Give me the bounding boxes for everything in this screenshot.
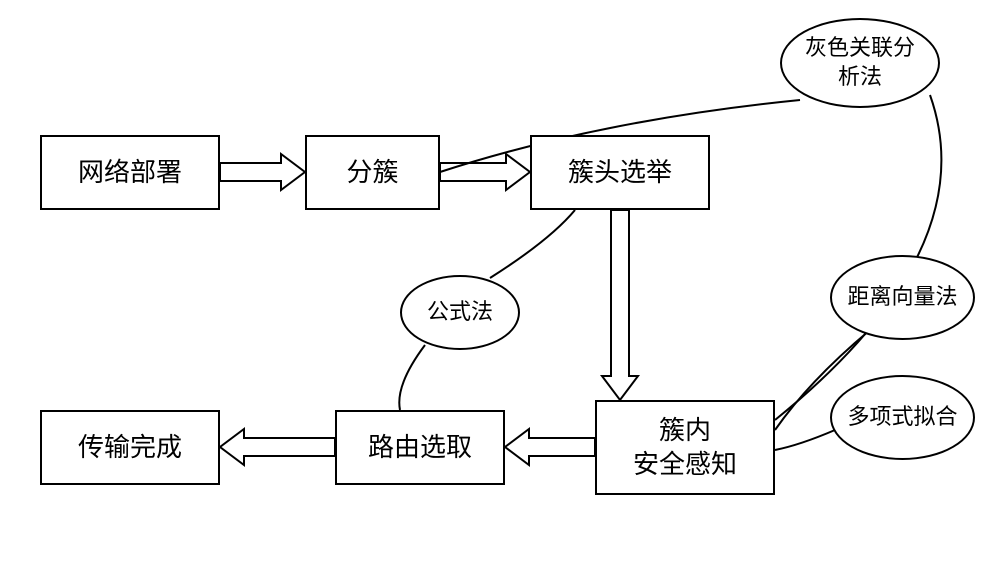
connector-curve (490, 210, 575, 278)
block-arrow (220, 154, 305, 190)
node-distance-vector-method: 距离向量法 (830, 255, 975, 340)
node-label: 网络部署 (78, 156, 182, 190)
block-arrow (440, 154, 530, 190)
node-clustering: 分簇 (305, 135, 440, 210)
connector-curve (399, 345, 425, 410)
block-arrow (505, 429, 595, 465)
node-transmission-complete: 传输完成 (40, 410, 220, 485)
connector-curve (775, 430, 835, 450)
node-label: 多项式拟合 (847, 403, 957, 432)
node-formula-method: 公式法 (400, 275, 520, 350)
node-intracluster-security-sensing: 簇内安全感知 (595, 400, 775, 495)
node-label: 路由选取 (368, 431, 472, 465)
node-polynomial-fitting: 多项式拟合 (830, 375, 975, 460)
node-grey-relational-analysis: 灰色关联分析法 (780, 18, 940, 108)
block-arrow (602, 210, 638, 400)
node-label: 距离向量法 (847, 283, 957, 312)
block-arrow (220, 429, 335, 465)
node-route-selection: 路由选取 (335, 410, 505, 485)
node-cluster-head-election: 簇头选举 (530, 135, 710, 210)
node-label: 簇内安全感知 (633, 414, 737, 482)
node-label: 传输完成 (78, 431, 182, 465)
node-label: 灰色关联分析法 (805, 34, 915, 91)
node-label: 簇头选举 (568, 156, 672, 190)
node-label: 公式法 (427, 298, 493, 327)
node-label: 分簇 (346, 156, 398, 190)
node-network-deploy: 网络部署 (40, 135, 220, 210)
